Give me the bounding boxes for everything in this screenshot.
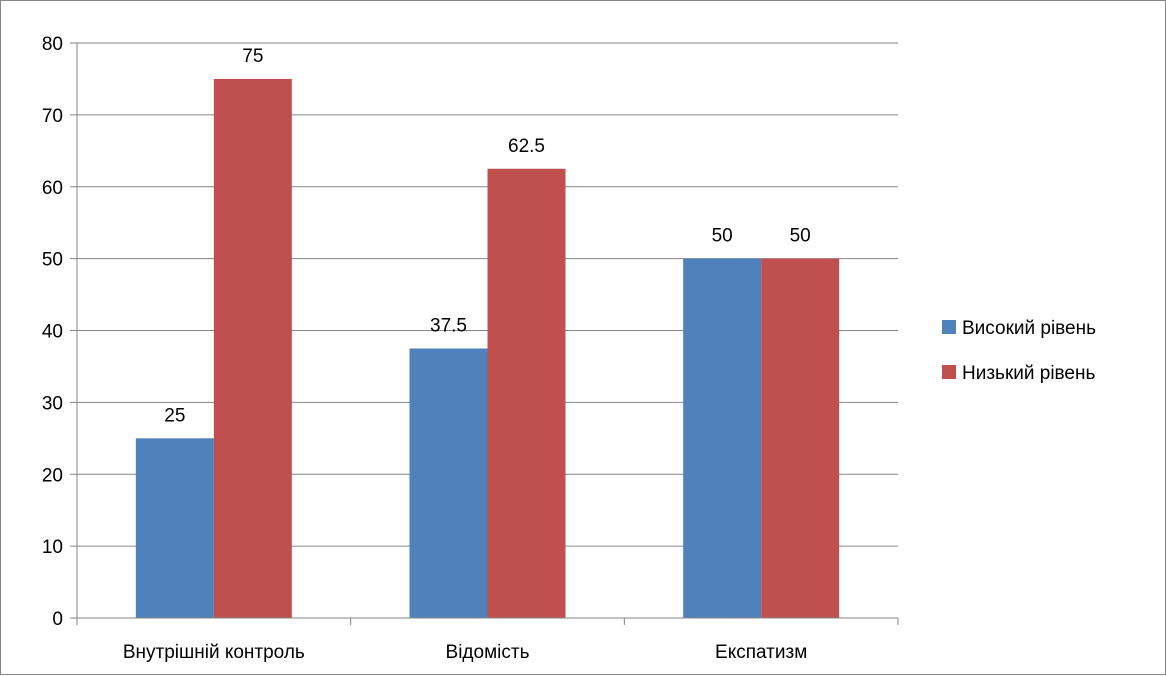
- bar-low-1: [487, 168, 566, 618]
- data-label: 75: [242, 46, 263, 67]
- y-tick-label: 10: [42, 537, 63, 558]
- y-tick-label: 40: [42, 322, 63, 343]
- data-label: 37.5: [430, 315, 467, 336]
- bars: [135, 78, 840, 618]
- legend: Високий рівень Низький рівень: [942, 318, 1096, 384]
- legend-swatch: [942, 365, 956, 379]
- data-label: 62.5: [508, 136, 545, 157]
- bar-high-0: [135, 438, 214, 618]
- y-tick-label: 50: [42, 250, 63, 271]
- bar-low-2: [761, 258, 840, 618]
- bar-high-1: [409, 348, 488, 618]
- legend-swatch: [942, 320, 956, 334]
- data-label: 50: [712, 226, 733, 247]
- x-category-label: Внутрішній контроль: [123, 642, 305, 663]
- y-axis-ticks: 0 10 20 30 40 50 60 70 80: [42, 34, 63, 630]
- x-category-label: Експатизм: [715, 642, 807, 663]
- legend-entry-label: Низький рівень: [962, 363, 1095, 384]
- y-tick-label: 60: [42, 178, 63, 199]
- data-labels: 25 75 37.5 62.5 50 50: [164, 46, 810, 426]
- data-label: 25: [164, 405, 185, 426]
- axes: [70, 42, 899, 625]
- x-category-label: Відомість: [446, 642, 530, 663]
- y-tick-label: 30: [42, 393, 63, 414]
- y-tick-label: 70: [42, 106, 63, 127]
- y-tick-label: 20: [42, 465, 63, 486]
- bar-low-0: [213, 78, 292, 618]
- y-tick-label: 80: [42, 34, 63, 55]
- legend-entry-label: Високий рівень: [962, 318, 1096, 339]
- bar-high-2: [683, 258, 762, 618]
- y-tick-label: 0: [52, 609, 63, 630]
- data-label: 50: [790, 226, 811, 247]
- x-axis-categories: Внутрішній контроль Відомість Експатизм: [123, 642, 807, 663]
